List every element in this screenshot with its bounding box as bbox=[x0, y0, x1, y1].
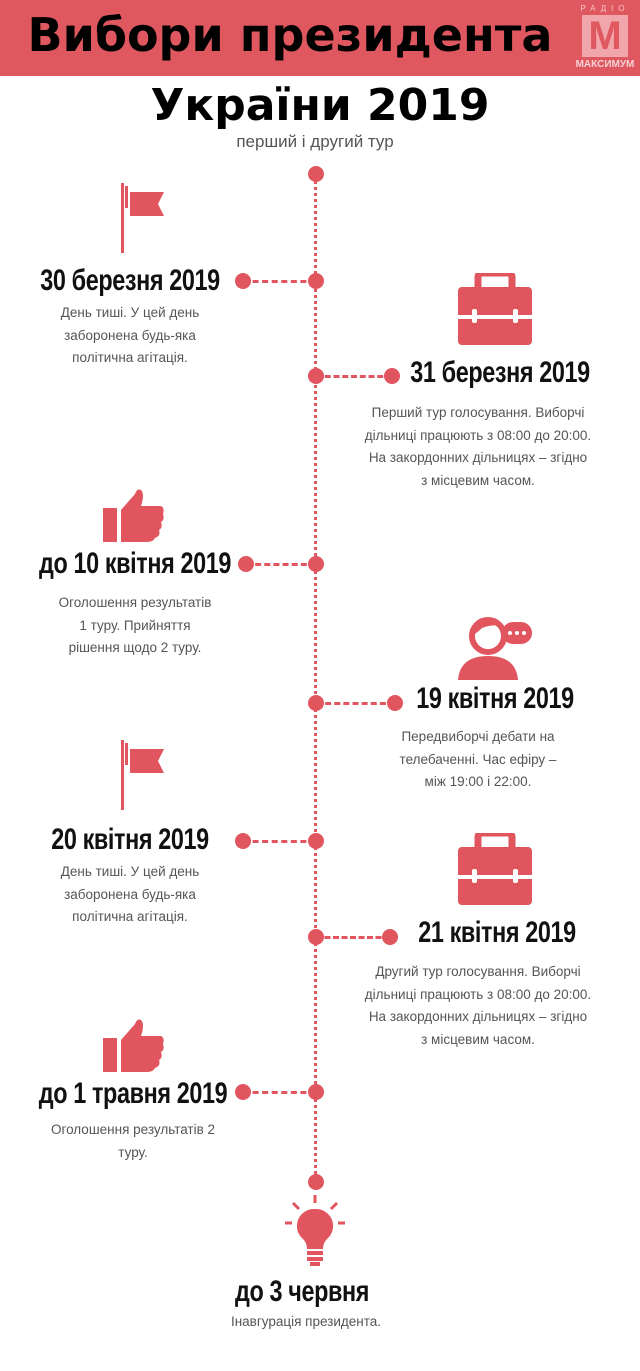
description-line: На закордонних дільницях – згідно bbox=[368, 450, 588, 465]
timeline-end-node bbox=[308, 1174, 324, 1190]
description-line: Інавгурація президента. bbox=[230, 1314, 382, 1329]
description-line: дільниці працюють з 08:00 до 20:00. bbox=[364, 427, 592, 443]
connector-line bbox=[243, 279, 316, 283]
connector-line bbox=[243, 839, 316, 843]
event-date: 20 квітня 2019 bbox=[51, 823, 209, 856]
radio-maksymum-logo: РАДІО M МАКСИМУМ bbox=[575, 4, 635, 70]
event-date: до 10 квітня 2019 bbox=[39, 547, 231, 580]
description-line: Оголошення результатів bbox=[58, 595, 212, 610]
description-line: з місцевим часом. bbox=[421, 1031, 535, 1047]
description-line: Оголошення результатів 2 bbox=[50, 1122, 216, 1137]
timeline-node bbox=[308, 1084, 324, 1100]
timeline-node bbox=[308, 368, 324, 384]
description-line: туру. bbox=[118, 1144, 148, 1160]
description-line: День тиші. У цей день bbox=[60, 864, 200, 879]
connector-dot bbox=[235, 1084, 251, 1100]
description-line: День тиші. У цей день bbox=[60, 305, 200, 320]
connector-dot bbox=[235, 273, 251, 289]
event-description: Інавгурація президента. bbox=[156, 1311, 456, 1334]
description-line: Перший тур голосування. Виборчі bbox=[371, 405, 585, 420]
event-date: 19 квітня 2019 bbox=[416, 682, 574, 715]
description-line: 1 туру. Прийняття bbox=[79, 617, 191, 633]
connector-line bbox=[243, 1090, 316, 1094]
event-description: Оголошення результатів 2 туру. bbox=[8, 1119, 258, 1164]
title-line-2: України 2019 bbox=[150, 80, 490, 131]
connector-dot bbox=[238, 556, 254, 572]
connector-dot bbox=[235, 833, 251, 849]
event-description: День тиші. У цей день заборонена будь-яка… bbox=[5, 861, 255, 929]
event-description: Перший тур голосування. Виборчі дільниці … bbox=[328, 402, 628, 492]
header-band bbox=[0, 0, 640, 76]
connector-dot bbox=[382, 929, 398, 945]
title-line-1: Вибори президента bbox=[27, 8, 553, 62]
event-description: Другий тур голосування. Виборчі дільниці … bbox=[328, 961, 628, 1051]
timeline-node bbox=[308, 273, 324, 289]
timeline-line bbox=[314, 174, 317, 1182]
description-line: з місцевим часом. bbox=[421, 472, 535, 488]
flag-icon bbox=[120, 740, 165, 815]
description-line: Другий тур голосування. Виборчі bbox=[375, 964, 581, 979]
event-date: 31 березня 2019 bbox=[410, 356, 590, 389]
description-line: На закордонних дільницях – згідно bbox=[368, 1009, 588, 1024]
connector-dot bbox=[384, 368, 400, 384]
briefcase-icon bbox=[458, 829, 532, 910]
subtitle: перший і другий тур bbox=[236, 132, 394, 151]
event-description: День тиші. У цей день заборонена будь-яка… bbox=[5, 302, 255, 370]
connector-line bbox=[316, 374, 392, 378]
timeline-node bbox=[308, 695, 324, 711]
lightbulb-icon bbox=[285, 1195, 345, 1272]
description-line: заборонена будь-яка bbox=[64, 327, 196, 343]
connector-line bbox=[246, 562, 316, 566]
description-line: заборонена будь-яка bbox=[64, 886, 196, 902]
connector-line bbox=[316, 935, 390, 939]
timeline-node bbox=[308, 556, 324, 572]
event-description: Оголошення результатів 1 туру. Прийняття р… bbox=[10, 592, 260, 660]
description-line: телебаченні. Час ефіру – bbox=[399, 751, 557, 767]
timeline-node bbox=[308, 929, 324, 945]
event-date: до 1 травня 2019 bbox=[38, 1077, 228, 1110]
connector-dot bbox=[387, 695, 403, 711]
description-line: між 19:00 і 22:00. bbox=[424, 774, 532, 789]
person-speech-icon bbox=[458, 610, 534, 685]
thumbs-up-icon bbox=[103, 1018, 165, 1077]
connector-line bbox=[316, 701, 395, 705]
thumbs-up-icon bbox=[103, 488, 165, 547]
description-line: політична агітація. bbox=[72, 909, 188, 924]
timeline-start-node bbox=[308, 166, 324, 182]
event-date: до 3 червня bbox=[235, 1275, 369, 1308]
description-line: політична агітація. bbox=[72, 350, 188, 365]
briefcase-icon bbox=[458, 269, 532, 350]
event-description: Передвиборчі дебати на телебаченні. Час е… bbox=[328, 726, 628, 794]
event-date: 21 квітня 2019 bbox=[418, 916, 576, 949]
description-line: Передвиборчі дебати на bbox=[401, 729, 555, 744]
description-line: рішення щодо 2 туру. bbox=[68, 640, 202, 655]
description-line: дільниці працюють з 08:00 до 20:00. bbox=[364, 986, 592, 1002]
timeline-node bbox=[308, 833, 324, 849]
flag-icon bbox=[120, 183, 165, 258]
event-date: 30 березня 2019 bbox=[40, 264, 220, 297]
